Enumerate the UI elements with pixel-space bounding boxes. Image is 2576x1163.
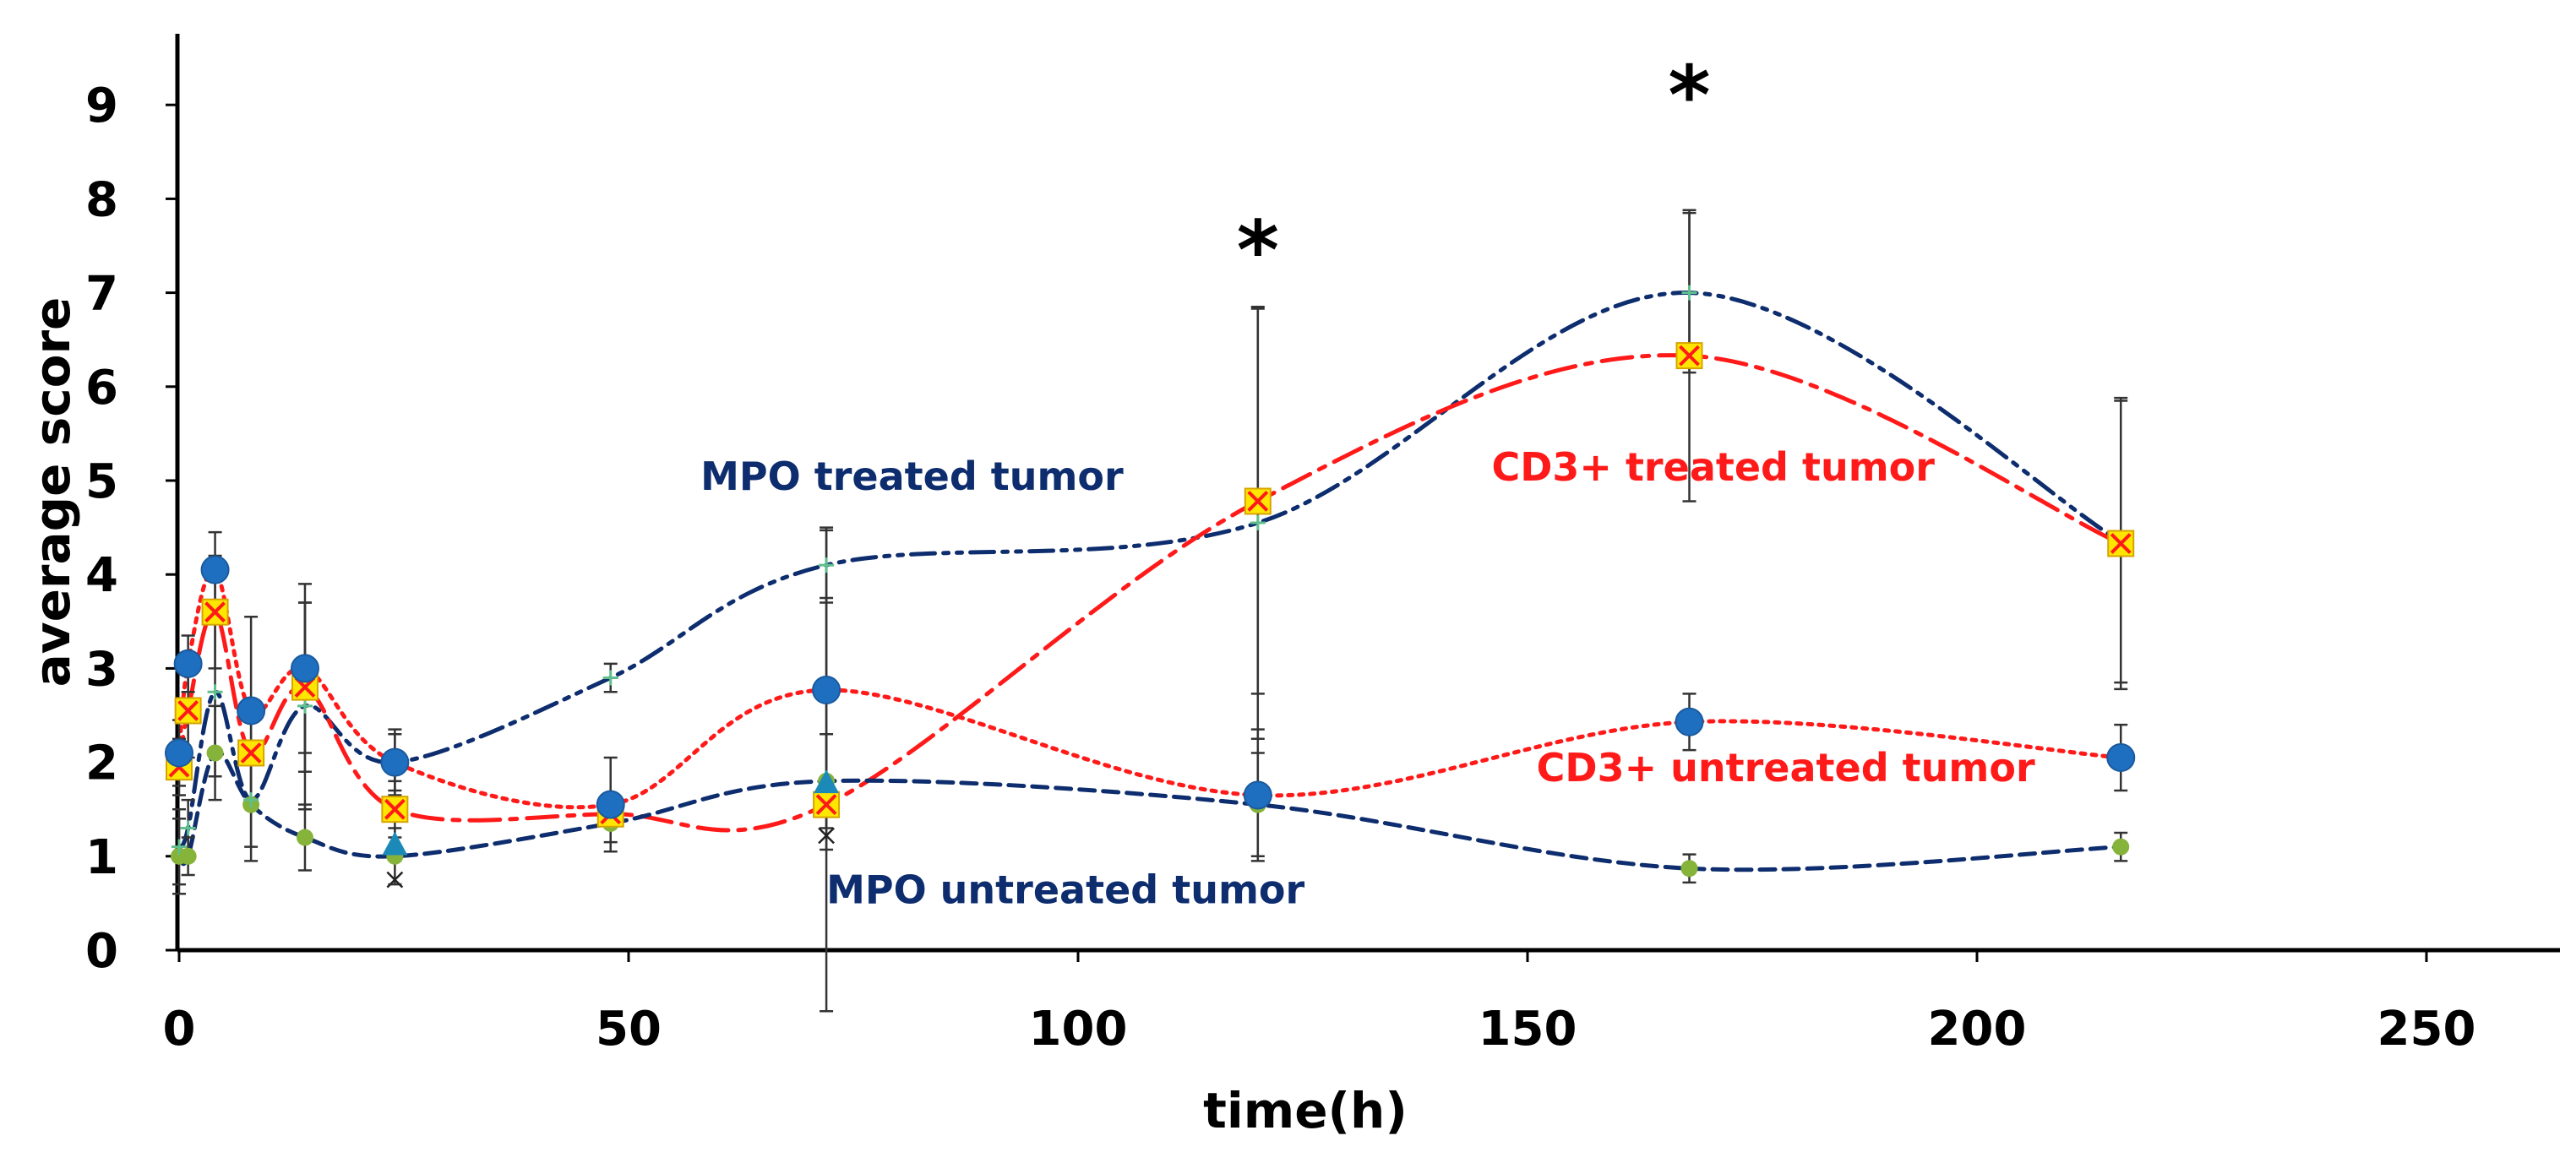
x-tick-label: 250 [2377, 1002, 2476, 1057]
data-point-dot [179, 847, 197, 865]
series-line [177, 567, 2123, 810]
y-tick-label: 4 [85, 548, 118, 603]
y-tick-label: 3 [85, 642, 118, 697]
data-point-x [1247, 491, 1269, 512]
y-tick-label: 8 [85, 172, 118, 227]
y-tick-label: 5 [85, 454, 118, 509]
data-point-plus [172, 839, 187, 855]
data-point-plus [819, 557, 835, 573]
data-point-triangle [382, 831, 408, 856]
data-point-plus [602, 670, 618, 686]
significance-star: * [1237, 204, 1279, 298]
series-curves [177, 291, 2123, 872]
data-point-triangle [814, 769, 840, 794]
data-point-circle [200, 555, 230, 584]
labels: MPO treated tumor CD3+ treated tumor CD3+ … [700, 48, 2035, 912]
data-point-circle [237, 696, 266, 726]
data-point-dot [296, 829, 313, 846]
data-point-circle [1675, 707, 1704, 736]
series-line [177, 291, 2123, 850]
x-axis-title: time(h) [1203, 1082, 1408, 1139]
x-tick-label: 100 [1029, 1002, 1128, 1057]
significance-star: * [1668, 48, 1710, 143]
data-point-circle [290, 654, 319, 683]
data-point-x [384, 798, 406, 820]
series-label: MPO treated tumor [700, 454, 1124, 499]
axes: 0 1 2 3 4 5 6 7 8 9 0 50 100 150 200 250 time(h) average … [24, 34, 2560, 1139]
data-point-dot [1680, 860, 1698, 878]
data-point-plus [180, 820, 196, 836]
data-point-plus [297, 698, 313, 714]
x-tick-label: 150 [1479, 1002, 1577, 1057]
data-point-circle [1243, 780, 1272, 810]
data-point-x [240, 742, 262, 764]
data-point-x [815, 794, 837, 816]
data-point-circle [173, 649, 203, 678]
data-point-circle [596, 790, 625, 819]
y-tick-label: 0 [85, 924, 118, 979]
data-point-plus [207, 684, 223, 700]
data-point-black-x [818, 827, 835, 845]
y-tick-label: 9 [85, 79, 118, 133]
x-tick-label: 0 [163, 1002, 196, 1057]
data-point-plus [1250, 515, 1266, 531]
data-point-x [2110, 533, 2132, 554]
data-point-plus [1681, 285, 1697, 301]
x-tick-label: 50 [596, 1002, 662, 1057]
y-axis-title: average score [24, 297, 81, 687]
data-point-dot [2112, 838, 2130, 856]
y-tick-label: 2 [85, 736, 118, 791]
data-point-dot [206, 744, 224, 762]
y-tick-label: 6 [85, 361, 118, 416]
data-point-black-x [386, 871, 404, 889]
series-label: CD3+ untreated tumor [1537, 745, 2035, 791]
data-point-circle [380, 747, 410, 777]
data-point-x [177, 700, 199, 721]
data-point-circle [2106, 743, 2136, 773]
x-tick-label: 200 [1928, 1002, 2027, 1057]
series-label: MPO untreated tumor [826, 867, 1304, 912]
data-point-plus [243, 792, 259, 808]
data-point-circle [165, 738, 193, 768]
series-line [177, 749, 2123, 872]
data-markers [165, 285, 2136, 889]
y-tick-label: 7 [85, 267, 118, 322]
y-tick-label: 1 [85, 830, 118, 885]
data-point-circle [812, 675, 841, 704]
data-point-x [204, 601, 226, 623]
data-point-x [1679, 345, 1700, 367]
series-label: CD3+ treated tumor [1491, 444, 1935, 490]
